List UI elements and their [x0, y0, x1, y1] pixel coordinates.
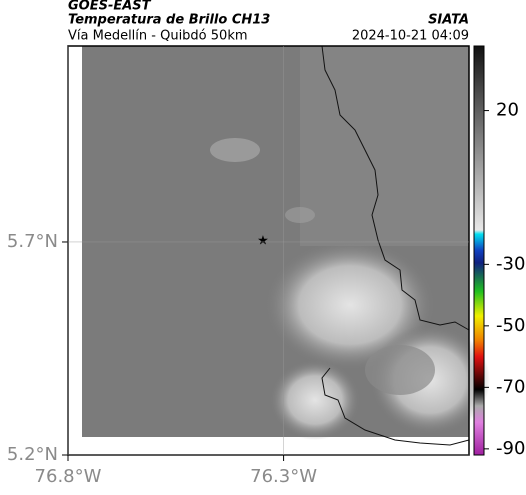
- coastline: [321, 45, 470, 446]
- colorbar: [473, 45, 485, 456]
- colorbar-label: -70: [496, 376, 525, 397]
- colorbar-label: -30: [496, 253, 525, 274]
- colorbar-label: -90: [496, 438, 525, 459]
- satellite: GOES-EAST: [68, 0, 152, 14]
- lat-tick-label: 5.2°N: [7, 444, 58, 465]
- location-marker: ★: [257, 234, 269, 249]
- lat-tick-label: 5.7°N: [7, 231, 58, 252]
- source: SIATA: [428, 13, 469, 28]
- product: Temperatura de Brillo CH13: [68, 13, 270, 28]
- lon-tick-label: 76.8°W: [35, 466, 102, 487]
- colorbar-label: -50: [496, 315, 525, 336]
- map-image: [82, 46, 490, 440]
- datetime: 2024-10-21 04:09: [352, 29, 469, 44]
- region: Vía Medellín - Quibdó 50km: [68, 29, 248, 44]
- colorbar-label: 20: [496, 100, 519, 121]
- lon-tick-label: 76.3°W: [250, 466, 317, 487]
